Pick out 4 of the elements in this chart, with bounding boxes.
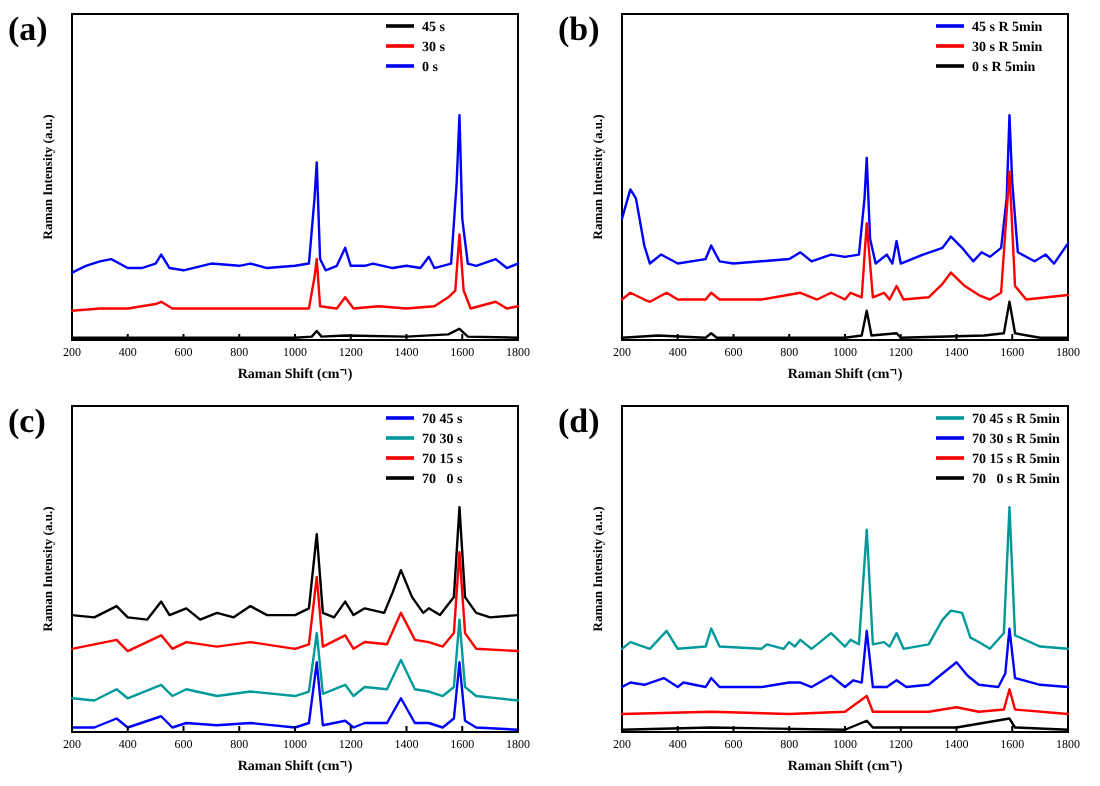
chart-title: (b): [558, 10, 600, 48]
chart-title: (c): [8, 402, 46, 440]
chart-title: (d): [558, 402, 600, 440]
chart-title: (a): [8, 10, 48, 48]
